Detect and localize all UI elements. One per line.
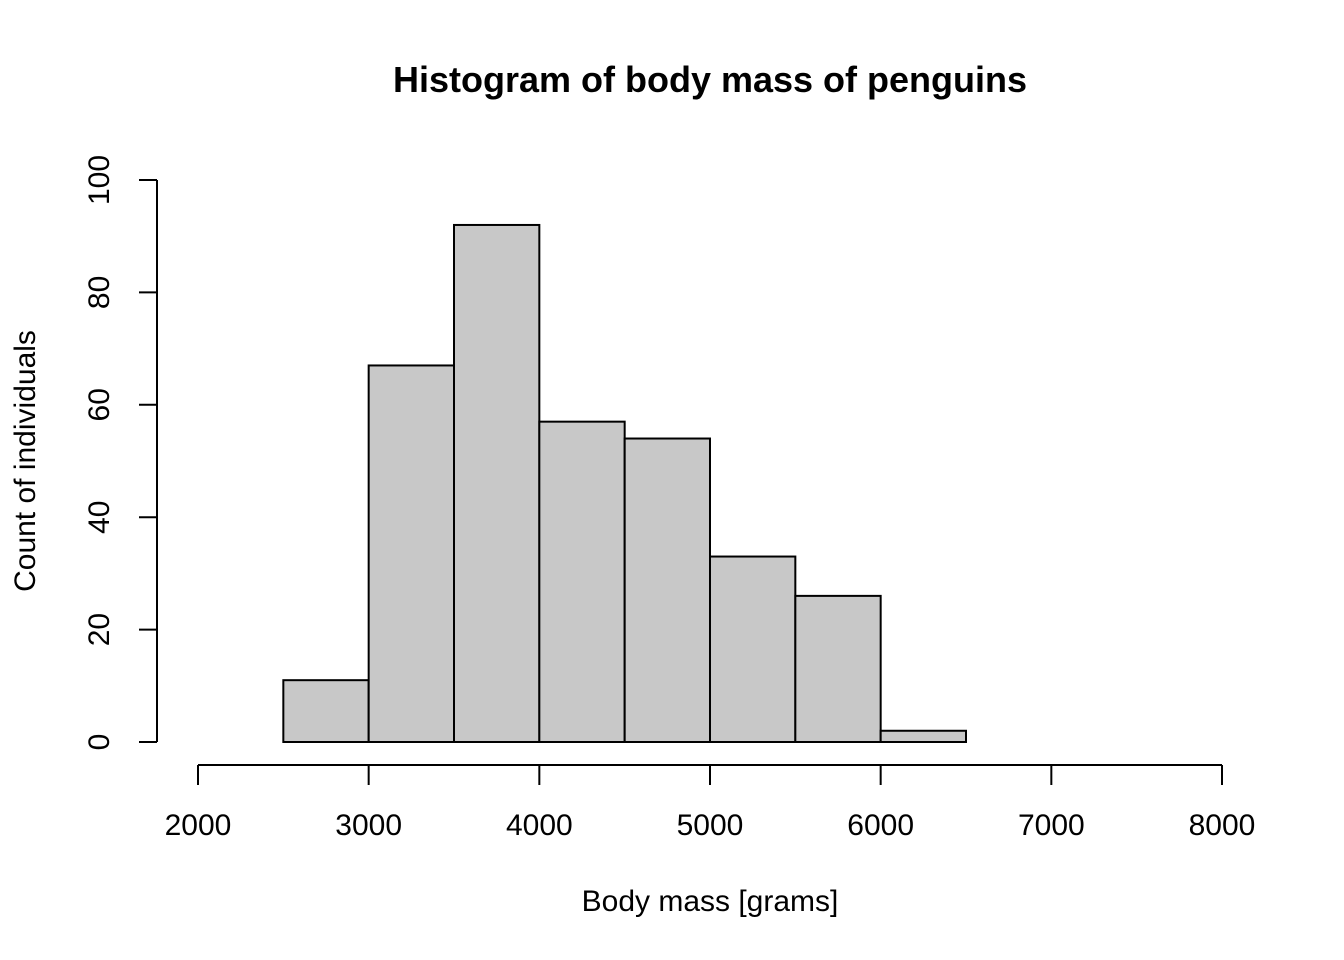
x-tick-label: 5000 (677, 809, 744, 842)
chart-title: Histogram of body mass of penguins (393, 59, 1027, 100)
x-axis: 2000 3000 4000 5000 6000 7000 8000 (165, 764, 1256, 842)
x-tick-label: 2000 (165, 809, 232, 842)
y-axis-label: Count of individuals (9, 330, 42, 592)
y-tick-label: 40 (83, 501, 116, 534)
histogram-bar-5 (709, 555, 797, 743)
bars-group (282, 223, 968, 744)
y-tick-label: 20 (83, 613, 116, 646)
histogram-bar-6 (794, 594, 882, 743)
x-tick-label: 4000 (506, 809, 573, 842)
x-tick-label: 3000 (335, 809, 402, 842)
y-tick-label: 80 (83, 276, 116, 309)
x-axis-label: Body mass [grams] (582, 885, 839, 918)
y-tick-label: 0 (83, 734, 116, 751)
histogram-bar-0 (282, 679, 370, 743)
histogram-bar-3 (538, 420, 626, 743)
histogram-bar-4 (623, 437, 712, 743)
x-tick-label: 7000 (1018, 809, 1085, 842)
histogram-bar-2 (453, 223, 541, 743)
histogram-bar-7 (879, 729, 968, 744)
x-tick-label: 6000 (847, 809, 914, 842)
y-tick-label: 100 (83, 155, 116, 205)
x-tick-label: 8000 (1189, 809, 1256, 842)
histogram-bar-1 (367, 364, 455, 743)
y-axis: 0 20 40 60 80 100 (83, 155, 158, 751)
y-tick-label: 60 (83, 388, 116, 421)
